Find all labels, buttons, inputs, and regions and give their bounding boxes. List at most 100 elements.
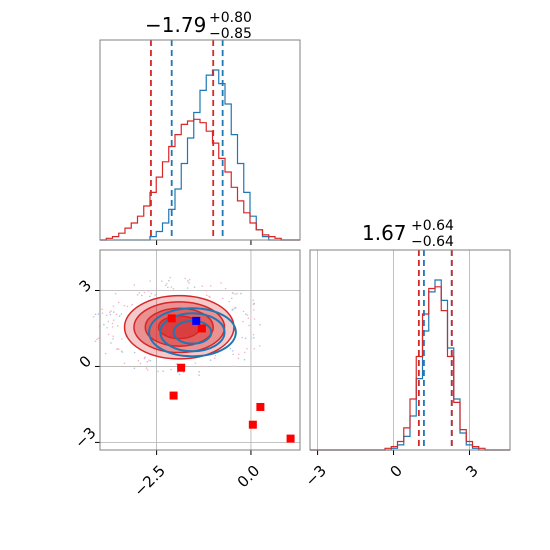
x-tick-label-joint-1: 0.0: [234, 462, 264, 492]
scatter-point: [157, 370, 159, 373]
scatter-point: [145, 367, 148, 369]
scatter-point: [198, 374, 200, 376]
scatter-point: [177, 371, 179, 373]
scatter-point: [205, 294, 208, 297]
scatter-point: [94, 340, 97, 343]
scatter-point: [188, 282, 190, 284]
scatter-point: [248, 324, 251, 327]
x-tick-label-param-1-1: 0: [386, 462, 405, 481]
scatter-point: [242, 310, 245, 313]
scatter-point: [214, 354, 217, 357]
x-tick-label-joint-0: −2.5: [130, 462, 168, 500]
marker-blue-square: [192, 316, 201, 325]
scatter-point: [109, 311, 111, 314]
scatter-point: [112, 319, 115, 321]
scatter-point: [167, 286, 169, 289]
scatter-point: [194, 362, 197, 364]
scatter-point: [198, 370, 200, 373]
marker-red-square-3: [197, 324, 206, 333]
scatter-point: [123, 362, 126, 365]
scatter-point: [106, 327, 108, 329]
scatter-point: [209, 359, 212, 361]
scatter-point: [154, 294, 156, 296]
scatter-point: [109, 313, 112, 316]
scatter-point: [94, 313, 97, 316]
scatter-point: [238, 353, 240, 356]
scatter-point: [104, 352, 107, 355]
scatter-point: [133, 351, 136, 354]
scatter-point: [162, 370, 165, 372]
scatter-point: [229, 347, 232, 350]
scatter-point: [144, 356, 146, 359]
scatter-point: [101, 312, 104, 315]
scatter-point: [111, 326, 114, 328]
marker-red-square-4: [256, 402, 265, 411]
svg-text:1.67: 1.67: [362, 221, 407, 245]
svg-text:−1.79: −1.79: [145, 13, 206, 37]
scatter-point: [247, 317, 250, 320]
scatter-point: [184, 277, 187, 280]
marker-red-square-2: [169, 391, 178, 400]
scatter-point: [232, 353, 235, 356]
histogram-panel-param-0: [99, 39, 301, 245]
scatter-point: [165, 282, 168, 285]
scatter-point: [96, 338, 98, 341]
scatter-point: [150, 292, 153, 295]
scatter-point: [253, 309, 255, 311]
scatter-point: [243, 358, 246, 361]
joint-frame: [99, 249, 301, 451]
scatter-point: [169, 276, 171, 279]
scatter-point: [244, 337, 247, 340]
scatter-point: [246, 347, 248, 350]
scatter-point: [253, 303, 255, 306]
scatter-point: [237, 357, 240, 360]
histogram-panel-param-1: [309, 249, 511, 455]
scatter-point: [233, 365, 235, 367]
histogram-blue-param-0: [100, 69, 300, 241]
title-param-1-value: 1.67: [362, 221, 407, 245]
scatter-point: [114, 292, 117, 295]
histogram-frame-param-0: [99, 39, 301, 241]
scatter-point: [250, 337, 252, 339]
scatter-point: [201, 285, 204, 287]
scatter-point: [107, 320, 110, 323]
scatter-point: [143, 291, 146, 294]
scatter-point: [220, 282, 222, 284]
scatter-point: [234, 293, 236, 295]
scatter-point: [146, 369, 149, 371]
scatter-point: [133, 367, 136, 370]
scatter-point: [252, 299, 254, 302]
scatter-point: [103, 323, 105, 326]
contour-blue-1: [159, 312, 226, 353]
marker-red-square-0: [167, 314, 176, 323]
scatter-point: [137, 359, 140, 362]
scatter-point: [236, 292, 238, 295]
scatter-point: [253, 318, 256, 320]
histogram-red-param-1: [310, 286, 510, 451]
joint-panel: [93, 249, 301, 455]
scatter-point: [182, 371, 185, 374]
scatter-point: [112, 335, 115, 338]
title-param-1: 1.67 +0.64 −0.64: [362, 218, 454, 250]
scatter-point: [97, 313, 100, 315]
scatter-point: [221, 297, 224, 300]
scatter-point: [230, 297, 233, 300]
scatter-point: [115, 313, 118, 316]
scatter-point: [136, 294, 139, 296]
scatter-point: [258, 345, 261, 347]
scatter-point: [168, 279, 170, 282]
scatter-point: [107, 333, 110, 336]
marker-red-square-6: [286, 434, 295, 443]
marker-red-square-5: [248, 420, 257, 429]
scatter-point: [253, 337, 255, 339]
scatter-point: [201, 365, 204, 368]
scatter-point: [97, 337, 100, 340]
contour-blue-2: [148, 307, 237, 358]
title-param-0-plus: +0.80: [209, 10, 252, 26]
scatter-point: [228, 300, 231, 303]
scatter-point: [143, 357, 146, 360]
scatter-point: [245, 313, 247, 316]
scatter-point: [118, 315, 121, 317]
scatter-point: [209, 296, 211, 299]
